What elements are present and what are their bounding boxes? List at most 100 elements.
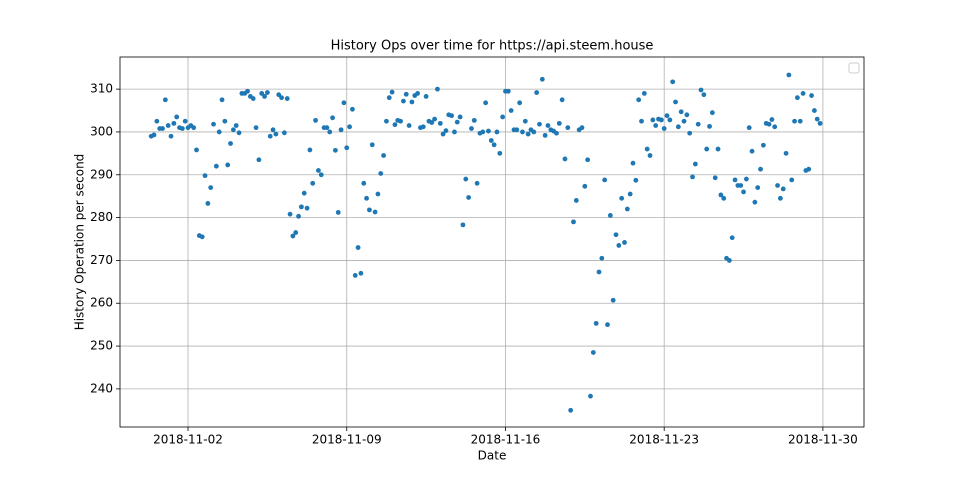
point: [701, 92, 707, 98]
point: [772, 124, 778, 130]
point: [401, 98, 406, 104]
point: [607, 213, 613, 218]
point: [168, 133, 174, 139]
x-tick-label: 2018-11-09: [312, 433, 382, 447]
point: [463, 176, 469, 182]
point: [585, 157, 591, 163]
point: [488, 138, 494, 143]
point: [695, 121, 701, 127]
point: [350, 106, 355, 112]
x-tick-label: 2018-11-30: [788, 433, 858, 447]
point: [165, 123, 171, 128]
point: [500, 114, 506, 120]
point: [729, 235, 735, 241]
point: [639, 118, 644, 124]
point: [213, 163, 219, 169]
point: [474, 180, 480, 186]
point: [460, 222, 466, 228]
point: [378, 171, 384, 176]
point: [324, 125, 330, 131]
x-axis-label: Date: [478, 449, 507, 463]
point: [520, 129, 525, 135]
point: [590, 350, 596, 355]
point: [466, 195, 472, 200]
point: [809, 93, 814, 98]
x-tick-label: 2018-11-23: [629, 433, 699, 447]
point: [216, 129, 222, 135]
point: [619, 195, 625, 201]
point: [602, 177, 608, 183]
axes: 240 250 260 270 280 290 300 310 2018-11-02 2018-1…: [90, 82, 858, 447]
point: [335, 210, 341, 215]
point: [525, 131, 531, 137]
point: [429, 120, 435, 125]
point: [641, 91, 647, 96]
point: [752, 199, 758, 205]
grid: [120, 57, 864, 427]
point: [194, 147, 199, 153]
point: [653, 123, 659, 128]
point: [514, 127, 520, 133]
point: [281, 130, 287, 136]
point: [800, 91, 806, 96]
point: [758, 166, 763, 172]
point: [250, 96, 256, 101]
point: [222, 118, 228, 124]
point: [364, 195, 369, 201]
y-tick-label: 270: [90, 253, 113, 267]
point: [797, 118, 803, 124]
point: [355, 245, 361, 250]
point: [160, 126, 165, 131]
point: [327, 129, 333, 135]
point: [316, 168, 321, 173]
point: [352, 273, 358, 278]
point: [588, 393, 593, 399]
point: [208, 185, 214, 191]
point: [298, 204, 304, 210]
point: [344, 145, 350, 151]
point: [571, 219, 576, 225]
point: [199, 234, 205, 240]
point: [386, 95, 392, 101]
y-axis-label: History Operation per second: [73, 154, 87, 331]
y-tick-label: 260: [90, 296, 113, 310]
point: [616, 243, 622, 248]
point: [681, 118, 687, 124]
point: [358, 270, 364, 276]
x-tick-label: 2018-11-16: [471, 433, 541, 447]
point: [644, 146, 650, 152]
point: [284, 96, 290, 101]
point: [624, 206, 630, 212]
point: [709, 110, 715, 116]
point: [233, 123, 239, 128]
point: [573, 198, 579, 203]
point: [301, 190, 307, 196]
point: [542, 132, 548, 138]
point: [435, 86, 440, 92]
point: [545, 123, 551, 128]
point: [812, 108, 817, 113]
point: [398, 118, 403, 124]
point: [384, 118, 389, 124]
point: [179, 126, 185, 131]
point: [437, 120, 443, 126]
point: [457, 114, 463, 120]
point: [372, 209, 378, 215]
point: [537, 121, 542, 127]
point: [746, 125, 752, 131]
point: [775, 183, 780, 188]
point: [449, 113, 455, 119]
point: [494, 129, 500, 135]
point: [440, 131, 446, 137]
point: [522, 118, 528, 124]
point: [245, 88, 250, 94]
point: [627, 191, 633, 197]
point: [715, 146, 721, 152]
legend: [848, 62, 860, 74]
point: [664, 113, 670, 119]
point: [698, 87, 704, 93]
point: [230, 127, 236, 133]
point: [369, 142, 375, 148]
point: [432, 116, 438, 122]
